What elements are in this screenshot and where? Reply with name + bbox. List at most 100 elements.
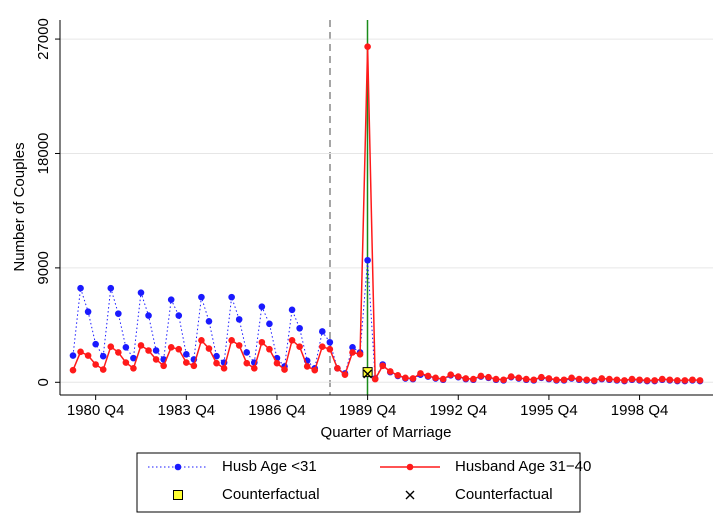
data-point <box>122 344 130 351</box>
data-point <box>130 365 137 372</box>
data-point <box>470 375 477 383</box>
data-point <box>183 359 190 366</box>
data-point <box>568 374 575 382</box>
legend-label: Husband Age 31−40 <box>455 458 591 475</box>
data-point <box>99 352 107 360</box>
data-point <box>363 369 373 379</box>
legend <box>136 452 581 513</box>
data-point <box>92 340 99 348</box>
data-point <box>145 312 152 319</box>
data-point <box>341 371 349 378</box>
data-point <box>515 374 522 382</box>
data-point <box>530 376 538 384</box>
data-point <box>447 371 455 378</box>
data-point <box>130 354 137 362</box>
data-point <box>228 293 235 301</box>
x-tick-label: 1998 Q4 <box>611 402 669 419</box>
data-point <box>160 362 167 370</box>
data-point <box>326 345 334 353</box>
data-point <box>281 366 288 373</box>
data-point <box>77 284 84 292</box>
data-point <box>288 306 296 314</box>
data-point <box>258 303 266 310</box>
data-point <box>190 362 198 370</box>
data-point <box>205 317 213 325</box>
x-tick-label: 1992 Q4 <box>429 402 487 419</box>
y-tick-label: 18000 <box>35 133 52 175</box>
data-point <box>288 337 296 344</box>
data-point <box>235 316 243 323</box>
data-point <box>167 296 175 303</box>
data-point <box>651 377 658 384</box>
plot-area <box>69 43 704 385</box>
data-point <box>69 352 77 359</box>
data-point <box>318 328 326 335</box>
legend-marker <box>173 490 183 500</box>
data-point <box>545 375 553 382</box>
data-point <box>213 359 220 367</box>
data-point <box>303 363 311 370</box>
data-point <box>432 374 439 382</box>
data-point <box>258 338 266 346</box>
data-point <box>590 377 598 384</box>
data-point <box>439 375 447 383</box>
x-axis-label: Quarter of Marriage <box>321 424 452 441</box>
x-tick-label: 1986 Q4 <box>248 402 306 419</box>
data-point <box>613 376 621 384</box>
legend-label: Counterfactual <box>455 486 553 503</box>
data-point <box>575 375 583 383</box>
data-point <box>606 375 613 383</box>
data-point <box>349 349 356 356</box>
x-tick-label: 1989 Q4 <box>339 402 397 419</box>
data-point <box>152 356 160 363</box>
data-point <box>213 352 220 360</box>
data-point <box>266 345 273 353</box>
data-point <box>462 375 470 382</box>
data-point <box>198 337 205 344</box>
legend-entries: Husb Age <31 Husband Age 31−40 Counterfact… <box>148 458 591 503</box>
data-point <box>666 376 674 384</box>
data-point <box>417 370 424 377</box>
data-point <box>243 359 251 367</box>
x-tick-label: 1983 Q4 <box>158 402 216 419</box>
data-point <box>334 365 341 372</box>
data-point <box>681 377 689 384</box>
data-point <box>137 342 145 349</box>
data-point <box>205 345 213 352</box>
data-point <box>402 374 409 382</box>
grid <box>60 38 713 383</box>
data-point <box>175 345 183 353</box>
x-tick-label: 1980 Q4 <box>67 402 125 419</box>
data-point <box>696 377 704 384</box>
data-point <box>674 377 681 384</box>
data-point <box>235 342 243 349</box>
data-point <box>689 376 696 384</box>
data-point <box>371 375 379 383</box>
data-point <box>643 377 651 384</box>
legend-marker <box>174 463 182 471</box>
data-point <box>636 376 643 384</box>
data-point <box>92 361 99 368</box>
legend-marker <box>405 490 415 500</box>
data-point <box>115 349 122 356</box>
data-point <box>492 375 500 383</box>
data-point <box>69 366 77 374</box>
data-point <box>107 284 115 292</box>
data-point <box>228 337 235 344</box>
data-point <box>364 43 371 50</box>
data-point <box>485 373 492 381</box>
data-point <box>198 293 205 301</box>
data-point <box>560 376 568 384</box>
data-point <box>183 351 190 358</box>
data-point <box>522 375 530 383</box>
data-point <box>477 372 485 380</box>
data-point <box>122 359 130 366</box>
data-point <box>115 310 122 317</box>
data-point <box>243 349 251 356</box>
data-point <box>553 376 560 384</box>
data-point <box>311 366 319 374</box>
data-point <box>107 343 115 350</box>
data-point <box>220 365 228 372</box>
